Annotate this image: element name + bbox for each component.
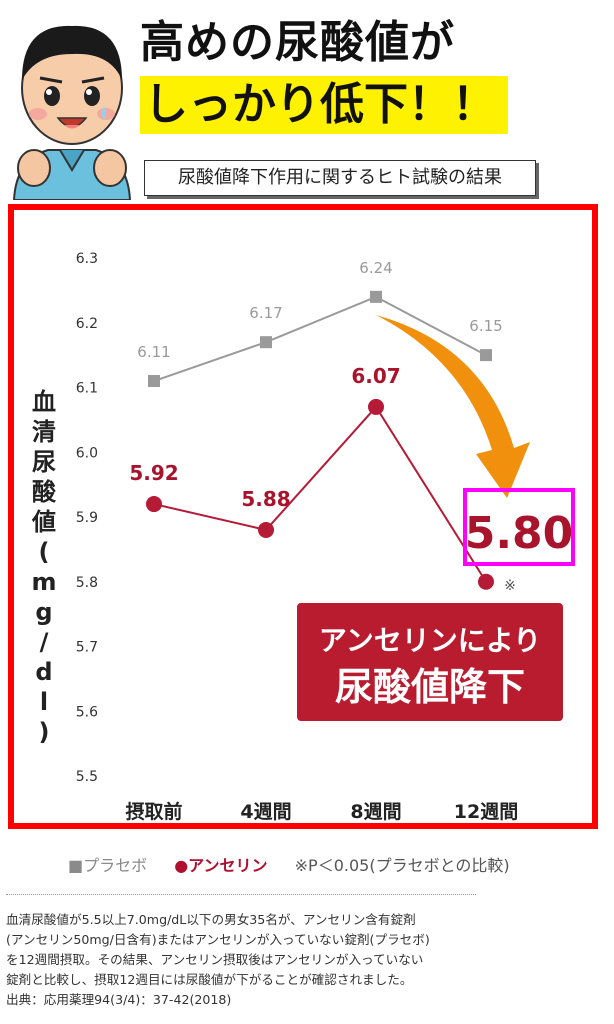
placebo-point xyxy=(480,349,492,362)
footnote-line: 血清尿酸値が5.5以上7.0mg/dL以下の男女35名が、アンセリン含有錠剤 xyxy=(6,912,416,927)
footnote-source: 出典：応用薬理94(3/4)：37-42(2018) xyxy=(6,992,232,1007)
placebo-point xyxy=(148,375,160,388)
uric-acid-chart: 血清尿酸値(m g / d l) 5.5 5.6 5.7 5.8 5.9 6.0 6.1 6.2 6.3… xyxy=(31,251,575,823)
headline-line1: 高めの尿酸値が xyxy=(140,17,455,68)
study-subtitle: 尿酸値降下作用に関するヒト試験の結果 xyxy=(144,160,536,196)
placebo-point xyxy=(260,336,272,349)
data-label: 5.88 xyxy=(241,487,290,511)
significance-mark: ※ xyxy=(504,578,516,594)
footnote-line: 錠剤と比較し、摂取12週目には尿酸値が下がることが確認されました。 xyxy=(6,972,413,987)
data-label: 6.17 xyxy=(249,304,282,322)
headline-line2: しっかり低下！！ xyxy=(140,76,508,134)
data-label: 6.24 xyxy=(359,259,392,277)
highlight-box xyxy=(463,488,575,566)
y-tick-label: 5.9 xyxy=(76,510,98,526)
x-tick-label: 12週間 xyxy=(454,801,518,823)
anserine-point xyxy=(146,496,162,513)
callout-line1: アンセリンにより xyxy=(319,624,541,657)
callout-line2: 尿酸値降下 xyxy=(335,665,525,709)
x-axis-ticks: 摂取前 4週間 8週間 12週間 xyxy=(125,800,518,823)
headline: 高めの尿酸値が しっかり低下！！ xyxy=(140,16,508,134)
x-tick-label: 摂取前 xyxy=(125,800,182,823)
footnote-line: (アンセリン50mg/日含有)またはアンセリンが入っていない錠剤(プラセボ) xyxy=(6,932,430,947)
legend-placebo: ■プラセボ xyxy=(68,856,148,875)
placebo-point xyxy=(370,290,382,303)
y-axis-label: 血清尿酸値(m g / d l) xyxy=(31,388,57,746)
anserine-point xyxy=(258,521,274,538)
data-label: 6.07 xyxy=(351,364,400,388)
data-label: 5.92 xyxy=(129,461,178,485)
divider xyxy=(6,894,476,895)
y-tick-label: 5.5 xyxy=(76,769,98,785)
y-tick-label: 6.0 xyxy=(76,445,98,461)
series-line xyxy=(153,295,487,382)
series-line xyxy=(153,405,487,583)
anserine-point xyxy=(368,398,384,415)
x-tick-label: 4週間 xyxy=(240,801,291,823)
decrease-arrow xyxy=(376,315,530,498)
anserine-point xyxy=(478,573,494,590)
series-group: 6.11 6.17 6.24 6.15 5.92 5.88 6.07 ※ xyxy=(129,259,516,594)
data-label: 6.11 xyxy=(137,343,170,361)
worried-boy-illustration xyxy=(12,25,132,200)
y-tick-label: 5.7 xyxy=(76,640,98,656)
study-footnote: 血清尿酸値が5.5以上7.0mg/dL以下の男女35名が、アンセリン含有錠剤 (… xyxy=(6,910,486,1010)
x-tick-label: 8週間 xyxy=(350,801,401,823)
data-label: 6.15 xyxy=(469,317,502,335)
chart-legend: ■プラセボ ●アンセリン ※P＜0.05(プラセボとの比較) xyxy=(68,852,532,876)
y-tick-label: 6.3 xyxy=(76,251,98,267)
y-axis-ticks: 5.5 5.6 5.7 5.8 5.9 6.0 6.1 6.2 6.3 xyxy=(76,251,98,785)
footnote-line: を12週間摂取。その結果、アンセリン摂取後はアンセリンが入っていない xyxy=(6,952,424,967)
y-tick-label: 5.6 xyxy=(76,704,98,720)
legend-significance-note: ※P＜0.05(プラセボとの比較) xyxy=(294,856,510,875)
y-tick-label: 6.2 xyxy=(76,316,98,332)
y-tick-label: 6.1 xyxy=(76,381,98,397)
y-tick-label: 5.8 xyxy=(76,575,98,591)
legend-anserine: ●アンセリン xyxy=(174,856,268,875)
callout-box xyxy=(297,603,563,721)
highlight-value: 5.80 xyxy=(465,508,574,559)
chart-frame: 血清尿酸値(m g / d l) 5.5 5.6 5.7 5.8 5.9 6.0 6.1 6.2 6.3… xyxy=(8,204,598,829)
